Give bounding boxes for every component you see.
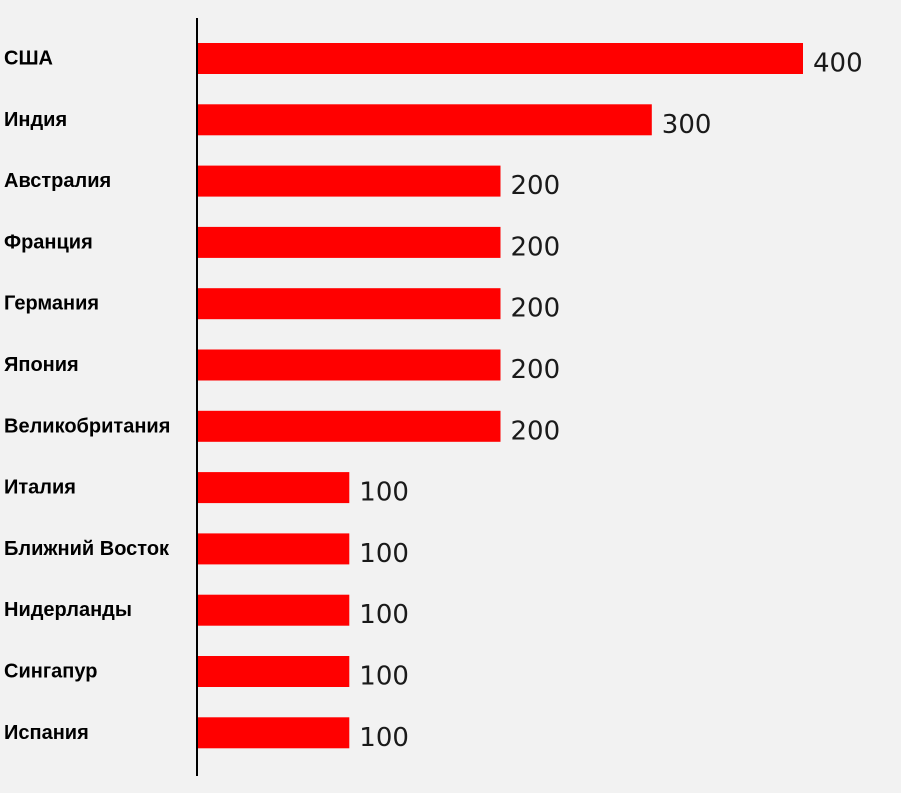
value-label: 100	[359, 662, 409, 692]
value-label: 200	[511, 294, 561, 324]
value-label: 100	[359, 723, 409, 753]
bar	[198, 43, 803, 74]
category-label: Германия	[4, 293, 99, 315]
bars-group	[198, 43, 803, 749]
bar	[198, 594, 350, 626]
category-label: Индия	[4, 109, 67, 131]
value-label: 300	[662, 110, 712, 140]
category-label: Испания	[4, 722, 89, 744]
category-label: США	[4, 48, 53, 70]
value-label: 200	[511, 355, 561, 385]
category-label: Ближний Восток	[4, 538, 170, 560]
value-label: 200	[511, 232, 561, 262]
value-label: 100	[359, 539, 409, 569]
value-label: 100	[359, 600, 409, 630]
bar	[198, 533, 350, 565]
value-labels-group: 400 300 200 200 200 200 200 100 100 100 100 100	[359, 49, 862, 753]
value-label: 200	[511, 416, 561, 446]
category-labels-group: США Индия Австралия Франция Германия Япония Ве…	[4, 48, 170, 744]
category-label: Великобритания	[4, 415, 170, 437]
category-label: Япония	[4, 354, 79, 376]
value-label: 400	[813, 49, 863, 79]
bar	[198, 349, 501, 381]
category-label: Нидерланды	[4, 599, 132, 621]
bar	[198, 717, 350, 749]
bar	[198, 288, 501, 320]
bar	[198, 165, 501, 197]
category-label: Сингапур	[4, 661, 97, 683]
value-label: 200	[511, 171, 561, 201]
category-label: Италия	[4, 477, 76, 499]
category-label: Австралия	[4, 170, 111, 192]
category-label: Франция	[4, 231, 93, 253]
bar	[198, 472, 350, 504]
bar	[198, 104, 652, 136]
bar	[198, 410, 501, 442]
bar	[198, 656, 350, 687]
bar	[198, 226, 501, 258]
value-label: 100	[359, 478, 409, 508]
